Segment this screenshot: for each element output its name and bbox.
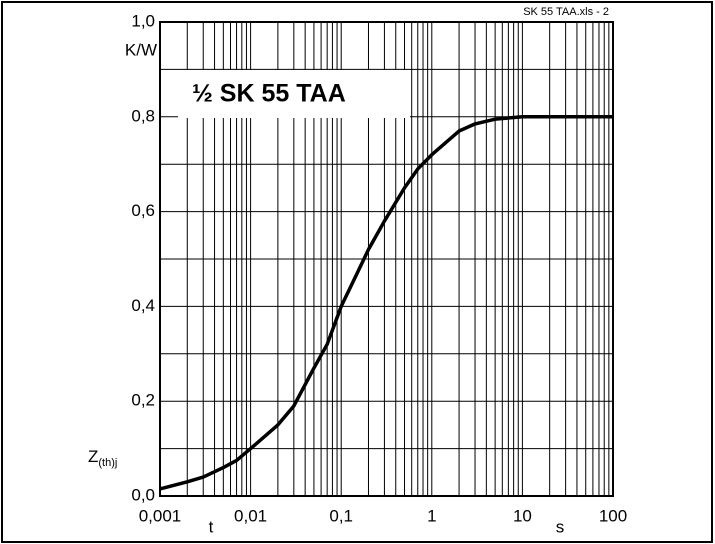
file-label: SK 55 TAA.xls - 2 — [523, 6, 609, 18]
y-tick-label: 0,6 — [131, 201, 155, 220]
data-line — [159, 115, 613, 491]
unit-box — [130, 38, 158, 64]
y-tick-label: 0,0 — [131, 485, 155, 504]
x-variable: t — [209, 517, 214, 536]
y-axis-label-sub: (th)j — [98, 457, 117, 469]
y-tick-label: 0,4 — [131, 296, 155, 315]
plot-border — [159, 21, 614, 497]
y-axis-label: Z(th)j — [88, 447, 117, 468]
y-tick-label: 0,2 — [131, 391, 155, 410]
chart-title: ½ SK 55 TAA — [192, 80, 346, 108]
x-tick-label: 0,1 — [329, 506, 353, 525]
x-unit: s — [556, 517, 565, 536]
y-axis-label-main: Z — [88, 447, 98, 466]
x-tick-label: 10 — [513, 506, 532, 525]
title-box — [178, 70, 410, 118]
x-tick-label: 100 — [599, 506, 627, 525]
x-tick-label: 0,01 — [234, 506, 267, 525]
x-tick-label: 1 — [427, 506, 436, 525]
y-tick-label: 1,0 — [131, 11, 155, 30]
x-tick-label: 0,001 — [139, 506, 182, 525]
y-unit: K/W — [125, 40, 157, 59]
y-tick-label: 0,8 — [131, 106, 155, 125]
